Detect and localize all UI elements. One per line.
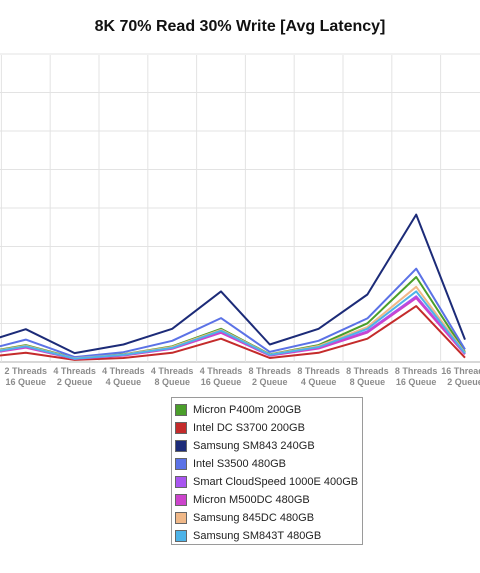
legend-label: Micron M500DC 480GB xyxy=(193,494,310,506)
legend-swatch xyxy=(175,404,187,416)
legend-item: Samsung SM843T 480GB xyxy=(175,527,362,545)
legend: Micron P400m 200GB Intel DC S3700 200GB Sa… xyxy=(171,397,363,545)
x-tick-label: 8 Threads 2 Queue xyxy=(249,366,292,387)
legend-swatch xyxy=(175,476,187,488)
legend-swatch xyxy=(175,422,187,434)
series-line-3 xyxy=(0,213,466,355)
x-tick-label: 8 Threads 16 Queue xyxy=(395,366,438,387)
legend-item: Intel DC S3700 200GB xyxy=(175,419,362,437)
legend-label: Intel DC S3700 200GB xyxy=(193,422,305,434)
legend-label: Samsung SM843 240GB xyxy=(193,440,315,452)
legend-swatch xyxy=(175,440,187,452)
legend-label: Samsung SM843T 480GB xyxy=(193,530,322,542)
legend-item: Micron P400m 200GB xyxy=(175,401,362,419)
legend-item: Intel S3500 480GB xyxy=(175,455,362,473)
legend-label: Smart CloudSpeed 1000E 400GB xyxy=(193,476,359,488)
legend-swatch xyxy=(175,512,187,524)
series-line-8 xyxy=(0,290,466,360)
x-tick-label: 4 Threads 8 Queue xyxy=(151,366,194,387)
legend-item: Smart CloudSpeed 1000E 400GB xyxy=(175,473,362,491)
legend-swatch xyxy=(175,494,187,506)
x-tick-label: 2 Threads 16 Queue xyxy=(5,366,48,387)
x-tick-label: 4 Threads 16 Queue xyxy=(200,366,243,387)
x-tick-label: 4 Threads 4 Queue xyxy=(102,366,145,387)
legend-swatch xyxy=(175,530,187,542)
legend-label: Intel S3500 480GB xyxy=(193,458,286,470)
grid xyxy=(0,53,480,363)
series-line-5 xyxy=(0,295,466,360)
chart-title: 8K 70% Read 30% Write [Avg Latency] xyxy=(94,18,386,35)
x-tick-label: 8 Threads 8 Queue xyxy=(346,366,389,387)
x-tick-label: 4 Threads 2 Queue xyxy=(53,366,96,387)
x-tick-label: 8 Threads 4 Queue xyxy=(297,366,340,387)
legend-item: Micron M500DC 480GB xyxy=(175,491,362,509)
legend-item: Samsung 845DC 480GB xyxy=(175,509,362,527)
series-line-4 xyxy=(0,267,466,359)
series-lines xyxy=(0,213,466,361)
legend-swatch xyxy=(175,458,187,470)
series-line-2 xyxy=(0,305,466,361)
legend-label: Samsung 845DC 480GB xyxy=(193,512,315,524)
legend-label: Micron P400m 200GB xyxy=(193,404,302,416)
legend-item: Samsung SM843 240GB xyxy=(175,437,362,455)
